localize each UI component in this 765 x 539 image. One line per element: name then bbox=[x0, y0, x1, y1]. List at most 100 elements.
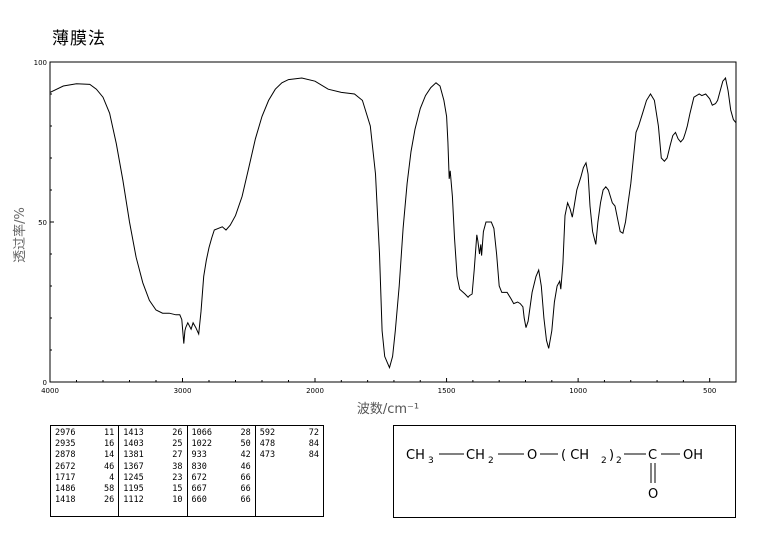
peak-row: 1381 27 bbox=[123, 450, 182, 461]
peak-row: 667 66 bbox=[192, 484, 251, 495]
peak-table-column: 1066 28 1022 50 933 42 830 46 672 66 667 66 660 66 bbox=[188, 426, 256, 516]
peak-wavenumber: 830 bbox=[191, 461, 207, 472]
x-axis-label: 波数/cm⁻¹ bbox=[357, 402, 419, 417]
peak-transmittance: 46 bbox=[240, 461, 251, 472]
plot-frame bbox=[49, 61, 737, 383]
x-tick-label: 500 bbox=[703, 387, 716, 395]
peak-row: 592 72 bbox=[260, 428, 319, 439]
ch2-subscript: 2 bbox=[488, 456, 494, 466]
peak-row: 1195 15 bbox=[123, 484, 182, 495]
peak-wavenumber: 1112 bbox=[123, 495, 144, 506]
peak-row: 1112 10 bbox=[123, 495, 182, 506]
peak-transmittance: 42 bbox=[240, 450, 251, 461]
peak-table-column: 2976 11 2935 16 2878 14 2672 46 1717 4 1486 58 1418 2… bbox=[51, 426, 120, 516]
peak-table-column: 1413 26 1403 25 1381 27 1367 38 1245 23 1195 15 1112… bbox=[119, 426, 188, 516]
peak-transmittance: 25 bbox=[172, 439, 183, 450]
y-axis-label: 透过率/% bbox=[12, 207, 28, 263]
peak-wavenumber: 1022 bbox=[191, 439, 212, 450]
oh-label: OH bbox=[683, 448, 703, 463]
peak-transmittance: 66 bbox=[240, 495, 251, 506]
peak-transmittance: 16 bbox=[104, 439, 115, 450]
peak-row: 2878 14 bbox=[55, 450, 114, 461]
peak-wavenumber: 2935 bbox=[55, 439, 76, 450]
peak-transmittance: 72 bbox=[308, 428, 319, 438]
peak-transmittance: 27 bbox=[172, 450, 183, 461]
method-title: 薄膜法 bbox=[52, 29, 106, 49]
x-axis-ticks: 4000 3000 2000 1500 1000 500 bbox=[41, 378, 737, 395]
peak-transmittance: 46 bbox=[104, 461, 115, 472]
x-tick-label: 1000 bbox=[569, 387, 587, 395]
peak-wavenumber: 2672 bbox=[55, 461, 76, 472]
peak-transmittance: 84 bbox=[308, 439, 319, 450]
peak-transmittance: 58 bbox=[104, 484, 115, 495]
peak-row: 2672 46 bbox=[55, 462, 114, 473]
peak-transmittance: 14 bbox=[104, 450, 115, 461]
peak-wavenumber: 660 bbox=[191, 495, 207, 506]
carbonyl-oxygen-label: O bbox=[648, 487, 658, 502]
peak-wavenumber: 2878 bbox=[55, 450, 76, 461]
peak-wavenumber: 1367 bbox=[123, 461, 144, 472]
peak-wavenumber: 1245 bbox=[123, 472, 144, 483]
peak-row: 2935 16 bbox=[55, 439, 114, 450]
peak-wavenumber: 1195 bbox=[123, 484, 144, 495]
peak-wavenumber: 1418 bbox=[55, 495, 76, 506]
peak-wavenumber: 478 bbox=[259, 439, 276, 450]
peak-table: 2976 11 2935 16 2878 14 2672 46 1717 4 1486 58 1418 2… bbox=[50, 425, 324, 517]
transmittance-series-line bbox=[49, 76, 737, 370]
x-tick-label: 3000 bbox=[174, 387, 192, 395]
peak-wavenumber: 2976 bbox=[55, 428, 76, 438]
peak-transmittance: 26 bbox=[172, 428, 183, 438]
paren-close: ) bbox=[609, 448, 614, 463]
carbon-label: C bbox=[648, 448, 657, 463]
y-tick-label: 0 bbox=[43, 379, 47, 387]
peak-wavenumber: 1717 bbox=[55, 472, 76, 483]
ir-spectrum-chart: 4000 3000 2000 1500 1000 500 0 50 100 透过率/% 波数/… bbox=[12, 59, 737, 417]
peak-transmittance: 4 bbox=[109, 472, 115, 483]
methylene-subscript: 2 bbox=[601, 456, 607, 466]
peak-transmittance: 23 bbox=[172, 472, 183, 483]
peak-transmittance: 10 bbox=[172, 495, 183, 506]
peak-row: 1367 38 bbox=[123, 462, 182, 473]
peak-row: 660 66 bbox=[192, 495, 251, 506]
peak-wavenumber: 667 bbox=[191, 484, 207, 495]
y-axis-ticks: 0 50 100 bbox=[34, 59, 54, 387]
ch2-label: CH bbox=[466, 448, 485, 463]
peak-row: 1717 4 bbox=[55, 473, 114, 484]
peak-wavenumber: 1403 bbox=[123, 439, 144, 450]
peak-wavenumber: 672 bbox=[191, 472, 207, 483]
x-tick-label: 4000 bbox=[41, 387, 59, 395]
peak-wavenumber: 1381 bbox=[123, 450, 144, 461]
peak-table-column: 592 72 478 84 473 84 bbox=[256, 426, 323, 516]
peak-row: 473 84 bbox=[260, 450, 319, 461]
peak-row: 1022 50 bbox=[192, 439, 251, 450]
peak-row: 1245 23 bbox=[123, 473, 182, 484]
peak-wavenumber: 473 bbox=[259, 450, 276, 461]
peak-row: 1066 28 bbox=[192, 428, 251, 439]
structural-formula: CH 3 CH 2 O ( CH 2 ) 2 C OH O bbox=[406, 448, 703, 502]
peak-wavenumber: 1486 bbox=[55, 484, 76, 495]
peak-row: 1486 58 bbox=[55, 484, 114, 495]
peak-wavenumber: 1413 bbox=[123, 428, 144, 438]
peak-transmittance: 15 bbox=[172, 484, 183, 495]
methylene-group-label: ( CH bbox=[561, 448, 589, 463]
peak-transmittance: 11 bbox=[104, 428, 115, 438]
peak-transmittance: 26 bbox=[104, 495, 115, 506]
peak-transmittance: 50 bbox=[240, 439, 251, 450]
y-tick-label: 100 bbox=[34, 59, 47, 67]
oxygen-label: O bbox=[527, 448, 537, 463]
peak-row: 672 66 bbox=[192, 473, 251, 484]
peak-row: 1418 26 bbox=[55, 495, 114, 506]
structure-formula-box: CH 3 CH 2 O ( CH 2 ) 2 C OH O bbox=[393, 425, 736, 518]
ch3-subscript: 3 bbox=[428, 456, 434, 466]
peak-wavenumber: 592 bbox=[259, 428, 276, 438]
peak-transmittance: 84 bbox=[308, 450, 319, 461]
peak-transmittance: 38 bbox=[172, 461, 183, 472]
peak-transmittance: 66 bbox=[240, 472, 251, 483]
peak-row: 1413 26 bbox=[123, 428, 182, 439]
peak-row: 830 46 bbox=[192, 462, 251, 473]
peak-row: 1403 25 bbox=[123, 439, 182, 450]
peak-wavenumber: 1066 bbox=[191, 428, 212, 438]
peak-transmittance: 66 bbox=[240, 484, 251, 495]
peak-transmittance: 28 bbox=[240, 428, 251, 438]
peak-wavenumber: 933 bbox=[191, 450, 207, 461]
